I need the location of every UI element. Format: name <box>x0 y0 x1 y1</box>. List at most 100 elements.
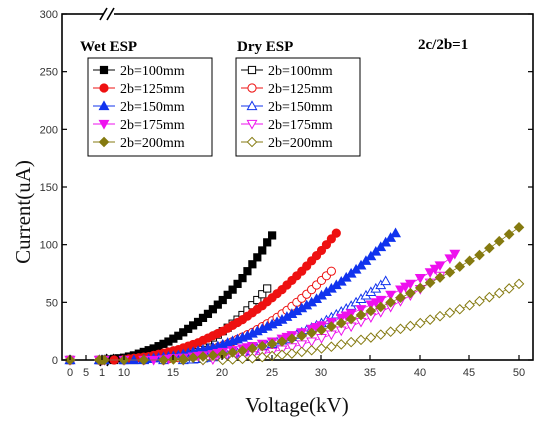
legend-entry: 2b=175mm <box>268 118 333 133</box>
data-point <box>237 353 248 365</box>
legend-group-title: Dry ESP <box>237 39 293 55</box>
data-point <box>414 317 426 329</box>
legend-entry: 2b=200mm <box>120 136 185 151</box>
ratio-annotation: 2c/2b=1 <box>418 37 468 53</box>
data-point <box>177 353 189 365</box>
data-point <box>316 333 327 344</box>
data-point <box>370 245 382 256</box>
legend-entry: 2b=100mm <box>268 64 333 79</box>
data-point <box>326 341 337 353</box>
data-point <box>233 279 242 288</box>
data-point <box>218 295 227 305</box>
x-tick-label: 40 <box>414 367 426 379</box>
data-point <box>414 282 426 294</box>
data-point <box>484 291 495 303</box>
data-point <box>321 240 332 250</box>
data-point <box>513 278 525 290</box>
data-point <box>365 332 377 343</box>
data-point <box>434 261 446 272</box>
data-point <box>316 343 327 354</box>
legend-marker <box>246 100 258 111</box>
data-point <box>268 231 277 240</box>
data-point <box>404 279 416 290</box>
data-point <box>503 228 515 240</box>
data-point <box>454 303 466 315</box>
data-point <box>208 305 217 314</box>
data-point <box>326 321 337 332</box>
data-point <box>385 326 396 338</box>
y-tick-label: 200 <box>40 124 58 136</box>
y-tick-label: 300 <box>40 9 58 21</box>
data-point <box>414 274 426 284</box>
data-point <box>429 264 441 275</box>
data-point <box>449 249 461 260</box>
data-point <box>424 314 436 325</box>
data-point <box>238 274 247 283</box>
data-point <box>464 299 475 311</box>
data-point <box>253 295 262 305</box>
data-point <box>385 290 397 301</box>
data-point <box>375 295 387 306</box>
data-point <box>326 266 336 276</box>
data-point <box>503 283 515 294</box>
data-point <box>296 330 308 342</box>
y-axis-label: Current(uA) <box>11 160 35 264</box>
data-point <box>345 313 357 325</box>
data-point <box>247 343 258 354</box>
data-point <box>248 260 257 269</box>
x-tick-label: 1 <box>99 367 105 379</box>
y-tick-label: 0 <box>52 355 58 367</box>
data-point <box>424 268 436 278</box>
data-point <box>444 254 456 265</box>
y-tick-label: 250 <box>40 67 58 79</box>
axis-break-gap <box>104 8 114 20</box>
data-point <box>306 327 317 339</box>
data-point <box>444 267 456 278</box>
data-point <box>355 259 367 270</box>
data-point <box>187 352 199 364</box>
legend-marker <box>98 136 110 148</box>
data-point <box>454 261 466 272</box>
legend-group-title: Wet ESP <box>80 39 137 55</box>
x-tick-label: 10 <box>118 367 130 379</box>
legend-marker <box>246 136 258 148</box>
data-point <box>365 305 377 317</box>
x-tick-label: 5 <box>83 367 89 379</box>
data-point <box>258 290 267 299</box>
data-point <box>148 355 160 366</box>
data-point <box>217 348 229 360</box>
legend-box <box>235 57 361 157</box>
data-point <box>380 236 392 247</box>
data-point <box>335 339 347 350</box>
legend-entry: 2b=175mm <box>120 118 185 133</box>
data-point <box>390 227 402 238</box>
data-point <box>434 272 446 283</box>
data-point <box>158 354 169 366</box>
legend-entry: 2b=100mm <box>120 64 185 79</box>
data-point <box>203 309 213 318</box>
y-tick-label: 50 <box>46 297 58 309</box>
data-point <box>395 323 406 335</box>
data-point <box>253 253 262 262</box>
data-point <box>276 336 288 347</box>
x-tick-label: 0 <box>67 367 73 379</box>
x-tick-label: 35 <box>364 367 376 379</box>
data-point <box>247 352 258 364</box>
data-point <box>296 346 308 358</box>
legend-entry: 2b=200mm <box>268 136 333 151</box>
data-point <box>263 284 272 293</box>
data-point <box>444 307 456 319</box>
data-point <box>243 267 252 276</box>
data-point <box>484 242 495 254</box>
axis-break-mark <box>99 7 108 21</box>
data-point <box>399 282 411 293</box>
data-point <box>138 354 150 366</box>
y-tick-label: 100 <box>40 240 58 252</box>
x-tick-label: 30 <box>315 367 327 379</box>
data-point <box>286 333 298 344</box>
x-tick-label: 45 <box>463 367 475 379</box>
data-point <box>207 350 219 361</box>
data-point <box>385 232 397 242</box>
legend-marker <box>99 65 109 75</box>
